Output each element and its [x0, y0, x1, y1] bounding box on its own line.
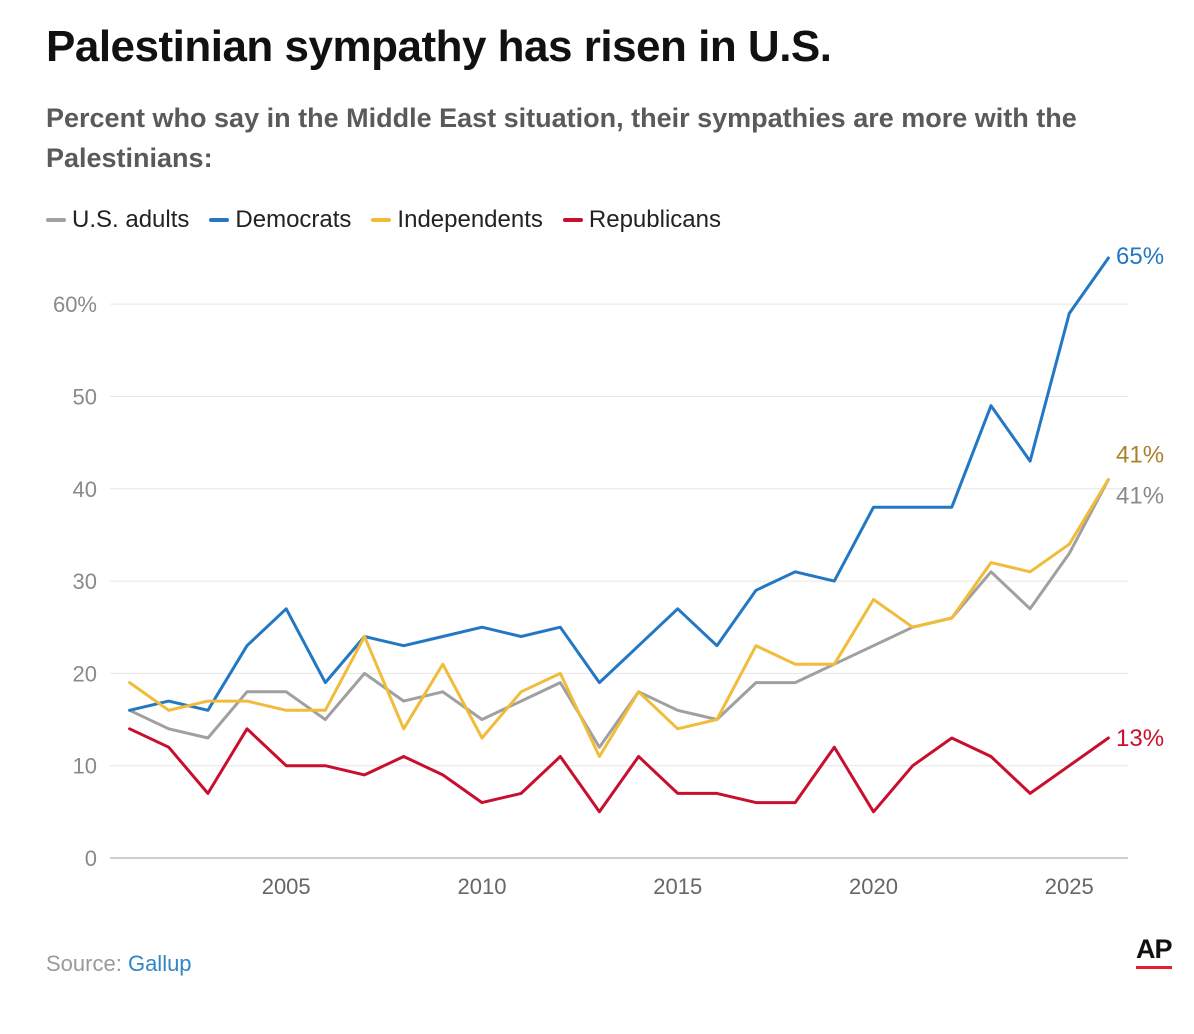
legend-label-independents: Independents: [397, 206, 543, 233]
y-tick-label: 20: [73, 661, 97, 686]
series-lines: [128, 256, 1110, 814]
chart-legend: U.S. adults Democrats Independents Repub…: [46, 206, 721, 234]
x-tick-label: 2005: [262, 874, 311, 899]
end-label-independents: 41%: [1116, 442, 1164, 469]
y-tick-label: 50: [73, 384, 97, 409]
y-tick-label: 0: [85, 846, 97, 871]
legend-label-republicans: Republicans: [588, 206, 721, 233]
series-line-independents: [128, 478, 1110, 758]
end-labels: 41% 65% 41% 13%: [1116, 243, 1164, 752]
axis-labels: 0 10 20 30 40 50 60% 2005 2010 2015 2020 2025: [53, 292, 1094, 899]
legend-label-democrats: Democrats: [235, 206, 352, 233]
legend-item-republicans: Republicans: [562, 206, 721, 234]
legend-label-us-adults: U.S. adults: [72, 206, 190, 233]
x-tick-label: 2015: [653, 874, 702, 899]
end-label-u-s-adults: 41%: [1116, 483, 1164, 510]
legend-item-independents: Independents: [371, 206, 543, 234]
y-tick-label: 30: [73, 569, 97, 594]
source-link[interactable]: Gallup: [127, 951, 192, 976]
legend-item-democrats: Democrats: [209, 206, 351, 234]
ap-logo: AP: [1136, 934, 1174, 969]
legend-swatch-democrats: [209, 218, 230, 222]
x-tick-label: 2010: [457, 874, 506, 899]
y-tick-label: 10: [73, 754, 97, 779]
legend-swatch-us-adults: [46, 218, 66, 222]
legend-item-us-adults: U.S. adults: [46, 206, 189, 234]
source-note: Source: Gallup: [46, 951, 192, 977]
legend-swatch-independents: [371, 218, 392, 222]
ap-logo-bar: [1136, 966, 1172, 969]
end-label-republicans: 13%: [1116, 725, 1164, 752]
chart-subtitle: Percent who say in the Middle East situa…: [46, 103, 1077, 173]
x-tick-label: 2020: [849, 874, 898, 899]
y-tick-label: 60%: [53, 292, 97, 317]
ap-logo-text: AP: [1136, 934, 1173, 964]
y-tick-label: 40: [73, 477, 97, 502]
series-line-republicans: [128, 727, 1110, 814]
end-label-democrats: 65%: [1116, 243, 1164, 270]
source-label: Source:: [46, 951, 122, 976]
gridlines: [110, 303, 1128, 859]
chart-title: Palestinian sympathy has risen in U.S.: [46, 22, 832, 71]
series-line-democrats: [128, 256, 1110, 712]
x-tick-label: 2025: [1045, 874, 1094, 899]
legend-swatch-republicans: [562, 218, 583, 222]
